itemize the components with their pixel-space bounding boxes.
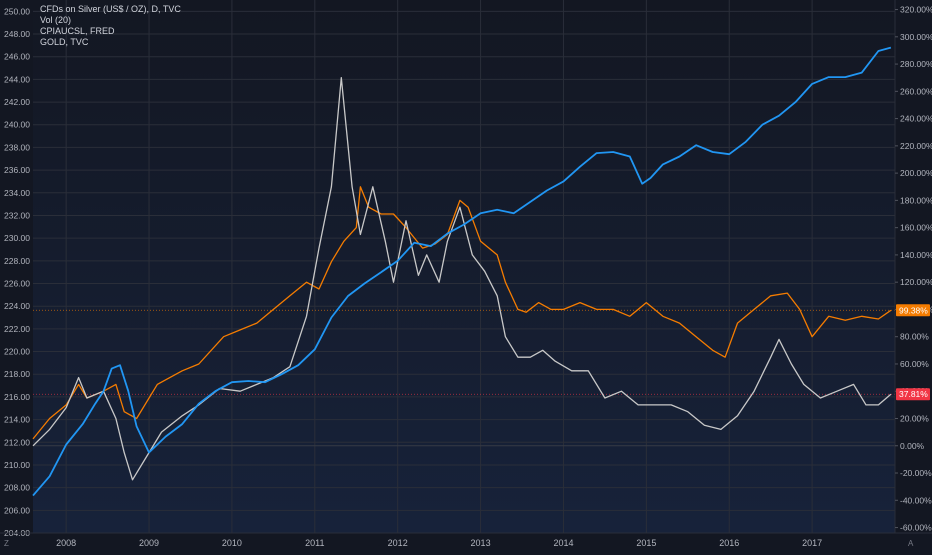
right-axis-tick-label: -40.00% xyxy=(900,495,932,505)
left-axis-tick-label: 218.00 xyxy=(4,369,30,379)
x-axis-tick-label: 2017 xyxy=(802,538,822,548)
x-axis-tick-label: 2012 xyxy=(388,538,408,548)
left-axis-tick-label: 232.00 xyxy=(4,210,30,220)
left-axis-tick-label: 224.00 xyxy=(4,301,30,311)
left-axis-tick-label: 206.00 xyxy=(4,505,30,515)
right-axis-tick-label: 60.00% xyxy=(900,359,929,369)
x-axis-tick-label: 2016 xyxy=(719,538,739,548)
legend-item-gold[interactable]: GOLD, TVC xyxy=(40,37,89,47)
last-value-tag xyxy=(896,304,930,317)
left-axis-tick-label: 216.00 xyxy=(4,392,30,402)
x-axis-tick-label: 2011 xyxy=(305,538,324,548)
last-value-tag-label: 37.81% xyxy=(899,389,928,399)
left-axis-tick-label: 250.00 xyxy=(4,6,30,16)
left-axis-tick-label: 238.00 xyxy=(4,142,30,152)
right-axis-tick-label: 0.00% xyxy=(900,441,925,451)
x-axis-tick-label: 2013 xyxy=(471,538,491,548)
x-axis-tick-label: 2009 xyxy=(139,538,159,548)
last-value-tag xyxy=(896,388,930,401)
right-axis-tick-label: 160.00% xyxy=(900,223,932,233)
right-axis-tick-label: 140.00% xyxy=(900,250,932,260)
right-axis-tick-label: 220.00% xyxy=(900,141,932,151)
legend-item-silver[interactable]: CFDs on Silver (US$ / OZ), D, TVC xyxy=(40,4,181,14)
x-axis-tick-label: 2008 xyxy=(56,538,76,548)
x-axis-tick-label: 2014 xyxy=(553,538,573,548)
series-line-gold xyxy=(32,186,892,440)
right-axis-tick-label: 300.00% xyxy=(900,32,932,42)
right-axis-tick-label: 200.00% xyxy=(900,168,932,178)
right-axis-tick-label: 80.00% xyxy=(900,332,929,342)
last-value-tag-label: 99.38% xyxy=(899,305,928,315)
legend-item-cpi[interactable]: CPIAUCSL, FRED xyxy=(40,26,115,36)
left-axis-tick-label: 226.00 xyxy=(4,279,30,289)
right-axis-tick-label: 180.00% xyxy=(900,195,932,205)
left-axis-tick-label: 222.00 xyxy=(4,324,30,334)
axis-corner-right-label: A xyxy=(908,539,914,548)
right-axis-tick-label: -60.00% xyxy=(900,523,932,533)
left-axis-tick-label: 248.00 xyxy=(4,29,30,39)
left-axis-tick-label: 244.00 xyxy=(4,74,30,84)
right-axis-tick-label: 260.00% xyxy=(900,86,932,96)
x-axis-tick-label: 2010 xyxy=(222,538,242,548)
right-axis-tick-label: 280.00% xyxy=(900,59,932,69)
left-axis-tick-label: 228.00 xyxy=(4,256,30,266)
left-axis-tick-label: 242.00 xyxy=(4,97,30,107)
left-axis-tick-label: 210.00 xyxy=(4,460,30,470)
left-axis-tick-label: 230.00 xyxy=(4,233,30,243)
plot-background xyxy=(33,0,895,533)
left-axis-tick-label: 212.00 xyxy=(4,437,30,447)
left-axis-tick-label: 240.00 xyxy=(4,120,30,130)
right-axis-tick-label: -20.00% xyxy=(900,468,932,478)
series-line-silver xyxy=(32,77,892,481)
right-axis-tick-label: 20.00% xyxy=(900,413,929,423)
left-axis-tick-label: 236.00 xyxy=(4,165,30,175)
left-axis-tick-label: 220.00 xyxy=(4,347,30,357)
chart-legend: CFDs on Silver (US$ / OZ), D, TVC Vol (2… xyxy=(40,4,181,48)
legend-item-volume[interactable]: Vol (20) xyxy=(40,15,72,25)
left-axis-tick-label: 208.00 xyxy=(4,483,30,493)
right-axis-tick-label: 320.00% xyxy=(900,5,932,15)
x-axis-tick-label: 2015 xyxy=(636,538,656,548)
series-line-cpi xyxy=(32,46,892,497)
left-axis-tick-label: 246.00 xyxy=(4,52,30,62)
left-axis-tick-label: 234.00 xyxy=(4,188,30,198)
axis-corner-left-label: Z xyxy=(4,539,9,548)
right-axis-tick-label: 240.00% xyxy=(900,114,932,124)
right-axis-tick-label: 120.00% xyxy=(900,277,932,287)
left-axis-tick-label: 214.00 xyxy=(4,415,30,425)
